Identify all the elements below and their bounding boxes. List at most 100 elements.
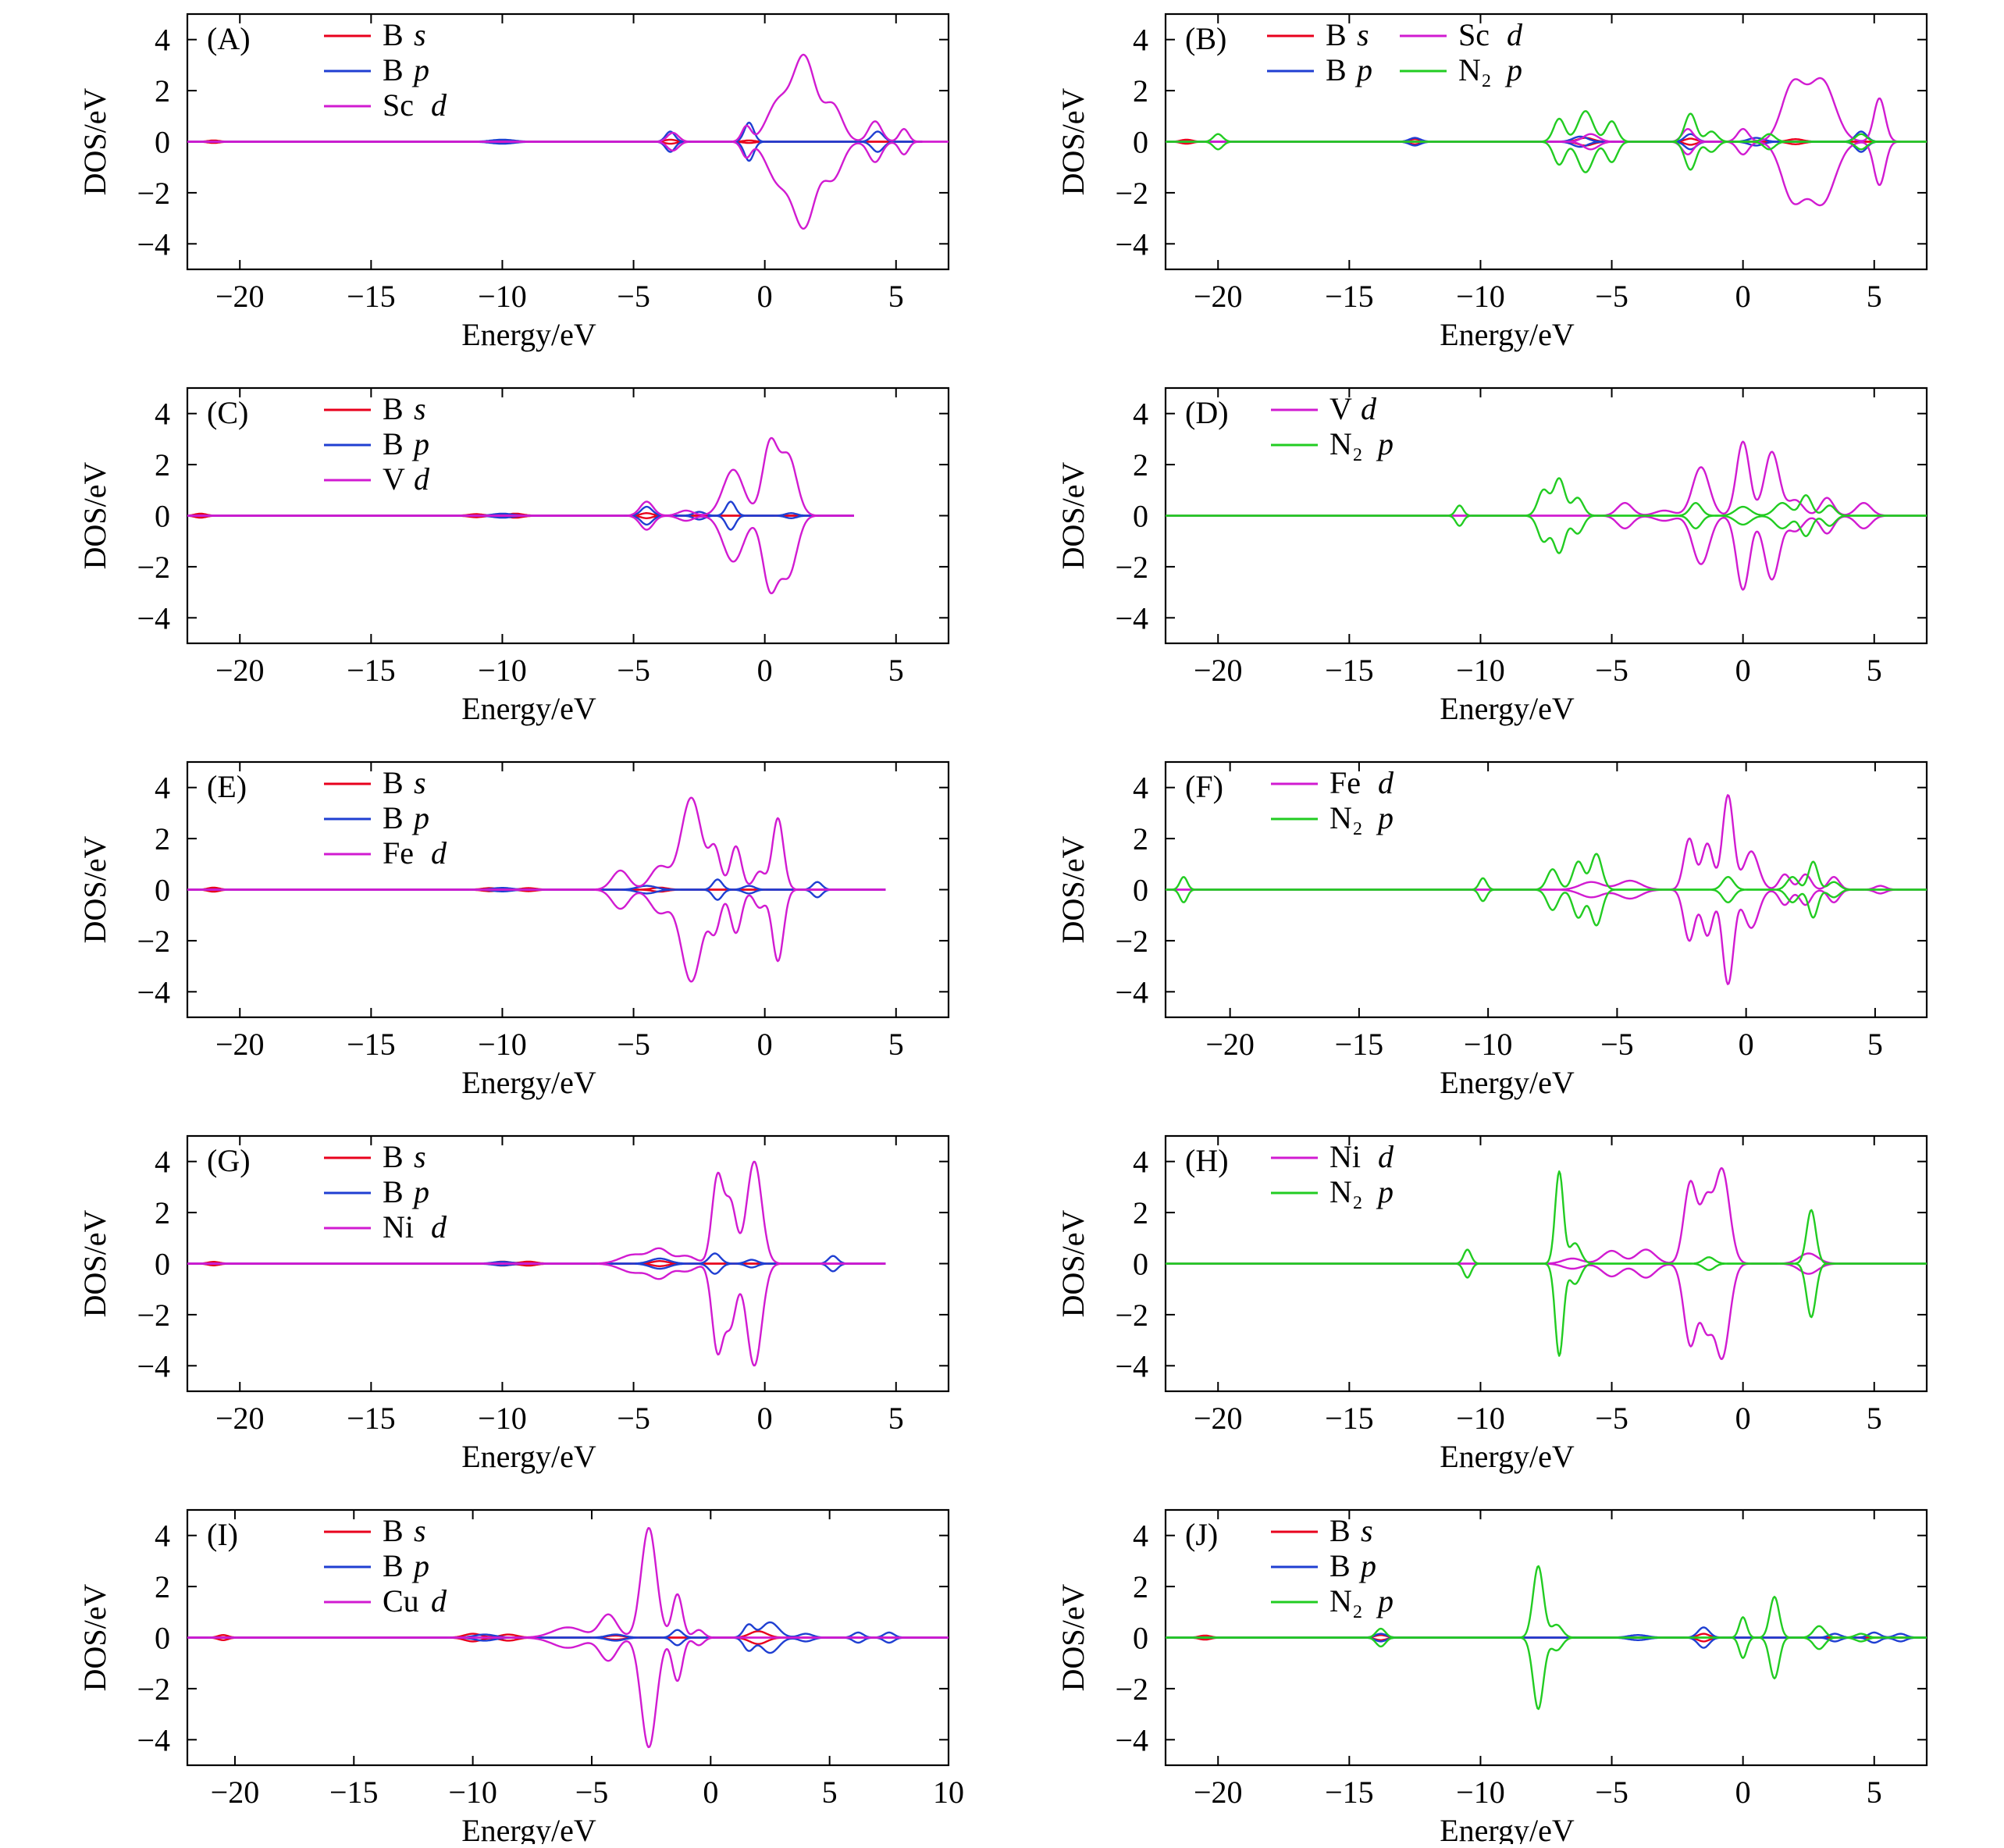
x-tick-label: −20 [215, 1027, 265, 1062]
y-tick-label: −4 [1115, 600, 1148, 636]
y-tick-label: 2 [155, 447, 170, 482]
y-tick-label: −4 [137, 1722, 170, 1757]
x-tick-label: −15 [1325, 1401, 1374, 1436]
panel-label: (B) [1185, 21, 1226, 56]
plot-area [187, 1160, 886, 1367]
panel-label: (A) [207, 21, 251, 56]
y-axis-label: DOS/eV [77, 1584, 112, 1692]
x-tick-label: −5 [1595, 279, 1628, 314]
series-down-fe-d [187, 888, 886, 983]
x-tick-label: −10 [1456, 1775, 1505, 1810]
series-up-b-p [187, 121, 923, 143]
series-up-fe-d [187, 796, 886, 891]
y-axis-label: DOS/eV [77, 1210, 112, 1318]
series-up-sc-d [1166, 77, 1927, 143]
y-tick-label: −4 [137, 600, 170, 636]
x-axis-label: Energy/eV [1440, 1439, 1575, 1474]
legend-entry: Ni d [324, 1209, 447, 1244]
legend-orbital: p [1504, 52, 1522, 87]
legend-orbital: d [1507, 17, 1523, 52]
series-up-b-p [187, 1621, 949, 1639]
y-tick-label: 2 [1133, 73, 1148, 109]
x-tick-label: −15 [347, 653, 396, 688]
x-tick-label: −20 [1205, 1027, 1255, 1062]
x-tick-label: −20 [215, 279, 265, 314]
y-tick-label: 2 [1133, 821, 1148, 856]
x-tick-label: 5 [822, 1775, 838, 1810]
y-tick-label: 0 [1133, 1247, 1148, 1282]
y-tick-label: −4 [1115, 974, 1148, 1009]
y-axis-label: DOS/eV [1055, 1210, 1091, 1318]
y-tick-label: 0 [1133, 125, 1148, 160]
legend-label: B [383, 800, 404, 835]
legend-label: Sc [383, 87, 414, 123]
legend-label: B [383, 765, 404, 800]
legend-orbital: p [1358, 1548, 1376, 1583]
panel-label: (E) [207, 769, 247, 804]
legend-entry: Sc d [324, 87, 447, 123]
series-up-n2-p [1166, 110, 1927, 143]
x-tick-label: −15 [1325, 279, 1374, 314]
x-axis-label: Energy/eV [461, 1065, 596, 1100]
plot-area [187, 1526, 949, 1749]
x-tick-label: 0 [1735, 279, 1751, 314]
y-tick-label: 0 [155, 1247, 170, 1282]
x-tick-label: 5 [1867, 1775, 1882, 1810]
legend-entry: N₂ p [1271, 426, 1394, 461]
legend-label: Sc [1458, 17, 1490, 52]
x-tick-label: 0 [757, 1027, 773, 1062]
x-tick-label: −20 [215, 653, 265, 688]
series-down-ni-d [187, 1262, 886, 1367]
legend-orbital: d [414, 461, 430, 497]
x-tick-label: −20 [1194, 1775, 1243, 1810]
x-tick-label: 0 [1735, 1775, 1751, 1810]
y-tick-label: 4 [155, 771, 170, 806]
x-tick-label: 5 [1867, 1027, 1883, 1062]
legend-label: B [1326, 52, 1347, 87]
x-tick-label: −5 [1595, 653, 1628, 688]
y-tick-label: 0 [1133, 873, 1148, 908]
plot-area [1166, 1167, 1927, 1360]
y-tick-label: 4 [1133, 23, 1148, 58]
series-up-cu-d [187, 1526, 949, 1639]
plot-area [1166, 77, 1927, 207]
panel-label: (G) [207, 1143, 251, 1178]
x-tick-label: −5 [617, 1401, 650, 1436]
legend-orbital: d [1361, 391, 1377, 426]
x-tick-label: −5 [1600, 1027, 1634, 1062]
legend-label: V [1329, 391, 1352, 426]
y-axis-label: DOS/eV [1055, 88, 1091, 196]
y-tick-label: 4 [1133, 397, 1148, 432]
x-tick-label: 0 [757, 653, 773, 688]
x-tick-label: 5 [888, 653, 904, 688]
legend-entry: N₂ p [1271, 1583, 1394, 1618]
series-down-n2-p [1166, 515, 1927, 554]
plot-area [1166, 1565, 1927, 1711]
legend-label: B [1326, 17, 1347, 52]
x-tick-label: 0 [1739, 1027, 1754, 1062]
plot-area [1166, 440, 1927, 591]
y-tick-label: 2 [155, 1195, 170, 1230]
y-tick-label: −4 [1115, 1348, 1148, 1383]
x-axis-label: Energy/eV [1440, 317, 1575, 352]
x-tick-label: −10 [448, 1775, 497, 1810]
x-tick-label: −5 [1595, 1401, 1628, 1436]
legend-orbital: p [1376, 800, 1394, 835]
legend-label: Cu [383, 1583, 419, 1618]
y-tick-label: −2 [1115, 1672, 1148, 1707]
legend-label: B [383, 1139, 404, 1174]
legend-orbital: p [1354, 52, 1372, 87]
y-tick-label: −2 [1115, 176, 1148, 211]
legend-orbital: p [411, 426, 429, 461]
x-tick-label: 5 [888, 279, 904, 314]
